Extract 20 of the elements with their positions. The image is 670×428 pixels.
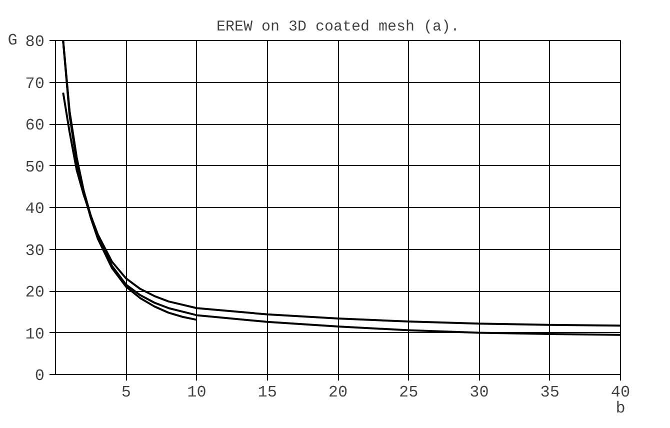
x-tick-label: 35: [540, 384, 560, 402]
chart-title: EREW on 3D coated mesh (a).: [216, 18, 460, 36]
x-tick-label: 30: [470, 384, 489, 402]
y-tick-label: 60: [25, 116, 44, 134]
y-tick-label: 50: [25, 158, 44, 176]
x-tick-label: 10: [187, 384, 206, 402]
x-axis-title: b: [616, 400, 626, 418]
y-tick-label: 70: [25, 74, 44, 93]
x-tick-label: 5: [121, 384, 131, 402]
x-tick-label: 40: [610, 384, 630, 402]
y-tick-label: 40: [25, 200, 44, 218]
y-tick-label: 0: [34, 367, 45, 385]
x-tick-label: 15: [258, 384, 277, 402]
y-tick-label: 30: [25, 242, 44, 260]
y-tick-label: 10: [25, 325, 44, 344]
y-tick-label: 20: [25, 284, 44, 302]
x-tick-label: 20: [328, 384, 348, 402]
y-tick-label: 80: [25, 33, 44, 51]
y-axis-title: G: [8, 32, 18, 50]
x-tick-label: 25: [399, 384, 418, 402]
